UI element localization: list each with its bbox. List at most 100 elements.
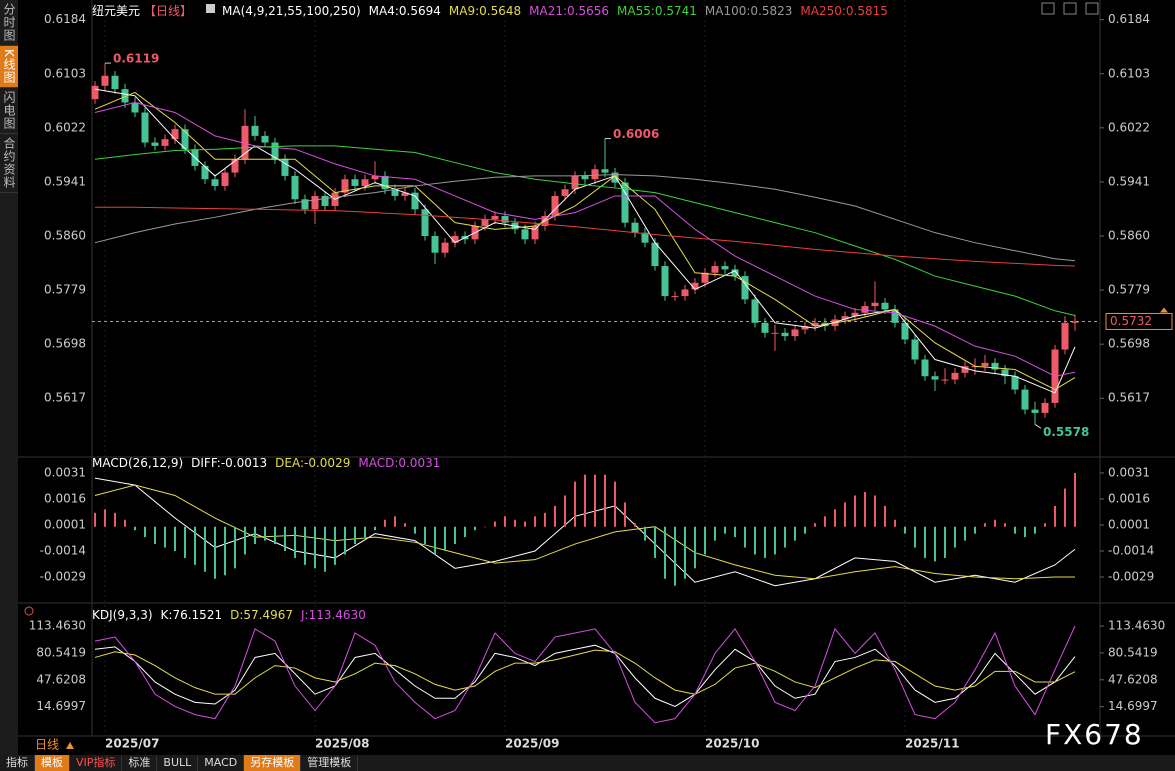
button[interactable]: 指标 [0, 755, 35, 771]
macd-bar [244, 526, 246, 555]
macd-bar [114, 512, 116, 527]
button[interactable]: BULL [157, 755, 199, 771]
y-tick-label: 113.4630 [29, 619, 86, 633]
candle-body [611, 172, 619, 183]
macd-bar [734, 526, 736, 538]
candle-body [711, 266, 719, 273]
y-tick-label: -0.0014 [1108, 543, 1154, 557]
y-tick-label: 0.0016 [1108, 491, 1150, 505]
macd-bar [534, 516, 536, 527]
candle-body [861, 306, 869, 313]
candle-body [671, 296, 679, 298]
candle-body [901, 322, 909, 340]
candle-body [931, 376, 939, 380]
candle-body [1021, 389, 1029, 410]
macd-bar [1074, 472, 1076, 527]
y-tick-label: 0.5860 [44, 229, 86, 243]
y-tick-label: 80.5419 [1108, 645, 1158, 659]
tab[interactable]: K线图 [0, 46, 18, 88]
candle-body [871, 302, 879, 307]
macd-bar [894, 519, 896, 527]
macd-bar [284, 526, 286, 551]
macd-bar [614, 481, 616, 527]
macd-bar [1054, 505, 1056, 527]
candle-body [421, 209, 429, 237]
x-tick-label: 2025/09 [505, 737, 559, 751]
macd-bar [984, 523, 986, 527]
macd-bar [584, 474, 586, 527]
macd-bar [544, 512, 546, 527]
macd-bar [514, 519, 516, 527]
tab[interactable]: 合约资料 [0, 134, 18, 193]
candle-body [851, 312, 859, 317]
candle-body [1071, 321, 1079, 323]
macd-bar [374, 526, 376, 531]
button[interactable]: 标准 [122, 755, 158, 771]
candle-body [451, 236, 459, 243]
header-item: MA21:0.5656 [529, 4, 609, 18]
button[interactable]: MACD [198, 755, 245, 771]
macd-bar [1024, 526, 1026, 538]
y-tick-label: 0.5617 [44, 391, 86, 405]
last-price-box [1105, 312, 1173, 330]
candle-body [1011, 376, 1019, 390]
candle-body [581, 175, 589, 180]
last-price-label: 0.5732 [1110, 314, 1152, 328]
tab[interactable]: 闪电图 [0, 88, 18, 134]
y-tick-label: -0.0029 [40, 570, 86, 584]
macd-bar [744, 526, 746, 548]
macd-bar [164, 526, 166, 548]
macd-bar [964, 526, 966, 541]
macd-bar [294, 526, 296, 558]
series-line [95, 206, 1076, 267]
tab[interactable]: 分时图 [0, 0, 18, 46]
icon[interactable] [24, 606, 34, 616]
candle-body [101, 75, 109, 86]
x-tick-label: 2025/11 [905, 737, 959, 751]
button[interactable]: VIP指标 [70, 755, 123, 771]
candle-body [881, 302, 889, 310]
series-line [94, 91, 1076, 391]
period-label[interactable]: 日线 [35, 738, 59, 752]
candle-body [841, 316, 849, 320]
candle-body [371, 175, 379, 180]
macd-bar [874, 495, 876, 527]
macd-bar [784, 526, 786, 548]
y-tick-label: 0.6022 [1108, 120, 1150, 134]
series-line [94, 649, 1076, 695]
candle-body [201, 165, 209, 180]
macd-bar [644, 526, 646, 541]
candle-body [751, 299, 759, 323]
header-item: DEA:-0.0029 [275, 456, 350, 470]
y-tick-label: 0.0001 [1108, 517, 1150, 531]
macd-bar [1044, 523, 1046, 527]
series-line [94, 644, 1076, 707]
y-tick-label: 14.6997 [36, 699, 86, 713]
macd-bar [1034, 526, 1036, 534]
button[interactable]: 管理模板 [301, 755, 359, 771]
macd-bar [564, 495, 566, 527]
button[interactable]: 模板 [35, 755, 70, 771]
candle-body [761, 322, 769, 333]
macd-bar [254, 526, 256, 545]
candle-body [911, 339, 919, 360]
candle-body [681, 289, 689, 297]
button[interactable]: 另存模板 [244, 755, 302, 771]
macd-bar [1004, 523, 1006, 527]
candle-body [251, 125, 259, 136]
macd-bar [134, 526, 136, 531]
toolbar-icons[interactable] [206, 2, 1099, 15]
candle-body [801, 326, 809, 330]
candle-body [131, 102, 139, 113]
macd-bar [934, 526, 936, 562]
macd-bar [524, 521, 526, 527]
candle-body [921, 359, 929, 377]
pane-header: KDJ(9,3,3) K:76.1521 D:57.4967 J:113.4630 [92, 608, 366, 622]
toolbar: 指标 模板 VIP指标 标准 BULL MACD 另存模板 管理模板 [0, 755, 1175, 771]
candle-body [741, 276, 749, 300]
candle-body [491, 215, 499, 220]
icon[interactable] [66, 742, 74, 749]
macd-bar [224, 526, 226, 576]
header-item: MACD(26,12,9) [92, 456, 183, 470]
